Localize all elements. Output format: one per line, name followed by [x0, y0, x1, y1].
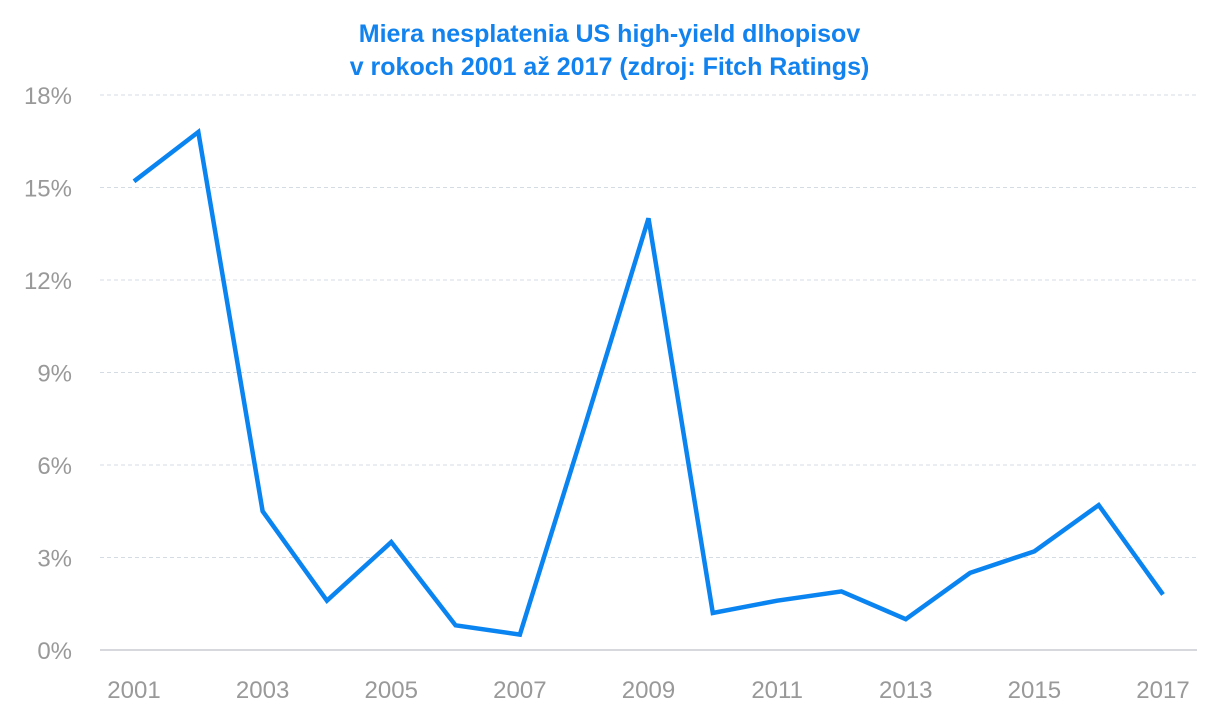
chart-title-line2: v rokoch 2001 až 2017 (zdroj: Fitch Rati…: [349, 53, 870, 81]
x-tick-label: 2005: [365, 677, 418, 704]
y-tick-label: 3%: [37, 546, 72, 573]
y-tick-label: 6%: [37, 453, 72, 480]
y-tick-label: 15%: [24, 176, 72, 203]
x-tick-label: 2011: [751, 677, 803, 704]
chart-title: Miera nesplatenia US high-yield dlhopiso…: [0, 18, 1219, 84]
y-tick-label: 18%: [24, 83, 72, 110]
x-tick-label: 2017: [1136, 677, 1189, 704]
x-tick-label: 2009: [622, 677, 675, 704]
y-tick-label: 0%: [37, 638, 72, 665]
x-tick-label: 2003: [236, 677, 289, 704]
y-tick-label: 12%: [24, 268, 72, 295]
y-tick-label: 9%: [37, 361, 72, 388]
x-tick-label: 2001: [107, 677, 160, 704]
chart-title-line1: Miera nesplatenia US high-yield dlhopiso…: [358, 20, 861, 48]
series-line: [132, 127, 1165, 638]
x-tick-label: 2007: [493, 677, 546, 704]
x-tick-label: 2013: [879, 677, 932, 704]
x-tick-label: 2015: [1008, 677, 1061, 704]
